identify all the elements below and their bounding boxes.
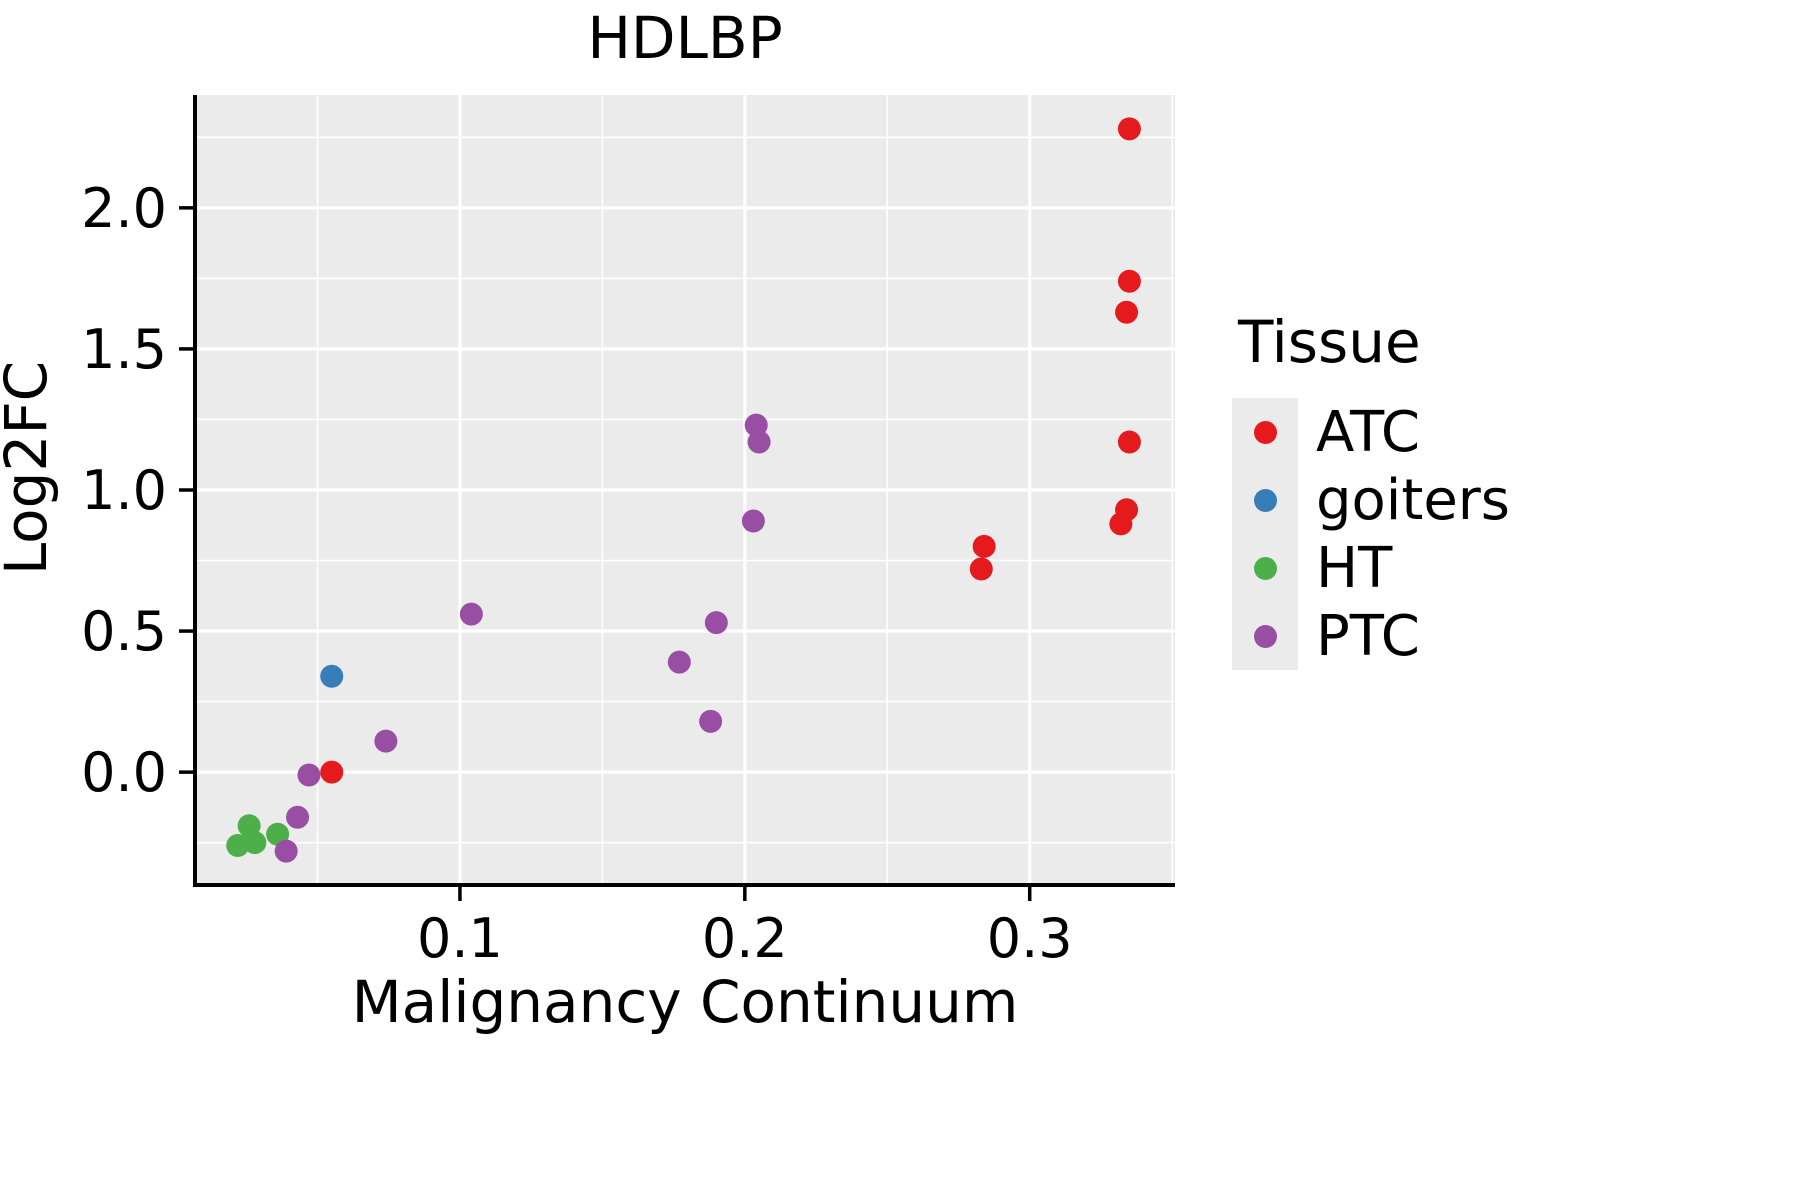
point-PTC bbox=[286, 805, 310, 829]
x-tick-label: 0.1 bbox=[417, 907, 503, 970]
legend-label: ATC bbox=[1316, 399, 1420, 465]
point-goiters bbox=[320, 664, 344, 688]
point-PTC bbox=[704, 611, 728, 635]
x-tick-label: 0.2 bbox=[702, 907, 788, 970]
point-HT bbox=[226, 834, 250, 857]
y-tick-label: 2.0 bbox=[81, 177, 167, 240]
point-ATC bbox=[320, 760, 344, 784]
legend-dot-icon bbox=[1253, 488, 1277, 512]
point-PTC bbox=[274, 839, 298, 863]
legend-key bbox=[1232, 398, 1298, 466]
legend-label: HT bbox=[1316, 535, 1393, 601]
point-ATC bbox=[1117, 117, 1141, 141]
legend: Tissue ATC goiters HT PTC bbox=[1232, 308, 1510, 670]
x-tick-label: 0.3 bbox=[987, 907, 1073, 970]
y-tick-label: 0.5 bbox=[81, 600, 167, 663]
point-PTC bbox=[741, 509, 765, 533]
y-axis-label: Log2FC bbox=[0, 361, 60, 575]
chart-title: HDLBP bbox=[587, 4, 782, 72]
point-PTC bbox=[667, 650, 691, 674]
legend-dot-icon bbox=[1253, 556, 1277, 580]
point-ATC bbox=[1117, 269, 1141, 293]
legend-item-ATC: ATC bbox=[1232, 398, 1510, 466]
legend-item-HT: HT bbox=[1232, 534, 1510, 602]
point-PTC bbox=[459, 602, 483, 626]
legend-key bbox=[1232, 466, 1298, 534]
point-HT bbox=[243, 831, 267, 855]
legend-item-goiters: goiters bbox=[1232, 466, 1510, 534]
point-ATC bbox=[969, 557, 993, 581]
legend-key bbox=[1232, 602, 1298, 670]
legend-label: PTC bbox=[1316, 603, 1420, 669]
x-axis-label: Malignancy Continuum bbox=[352, 968, 1019, 1036]
legend-item-PTC: PTC bbox=[1232, 602, 1510, 670]
legend-items: ATC goiters HT PTC bbox=[1232, 398, 1510, 670]
legend-dot-icon bbox=[1253, 624, 1277, 648]
point-HT bbox=[266, 822, 290, 846]
y-tick-label: 1.5 bbox=[81, 318, 167, 381]
legend-label: goiters bbox=[1316, 467, 1510, 533]
y-tick-label: 1.0 bbox=[81, 459, 167, 522]
point-PTC bbox=[747, 430, 771, 454]
point-PTC bbox=[699, 709, 723, 733]
point-ATC bbox=[972, 534, 996, 558]
legend-dot-icon bbox=[1253, 420, 1277, 444]
point-ATC bbox=[1117, 430, 1141, 454]
legend-title: Tissue bbox=[1238, 308, 1421, 376]
y-tick-label: 0.0 bbox=[81, 741, 167, 804]
point-ATC bbox=[1109, 512, 1133, 536]
point-PTC bbox=[744, 413, 768, 437]
point-PTC bbox=[297, 763, 321, 787]
point-ATC bbox=[1115, 300, 1139, 324]
legend-key bbox=[1232, 534, 1298, 602]
point-PTC bbox=[374, 729, 398, 753]
